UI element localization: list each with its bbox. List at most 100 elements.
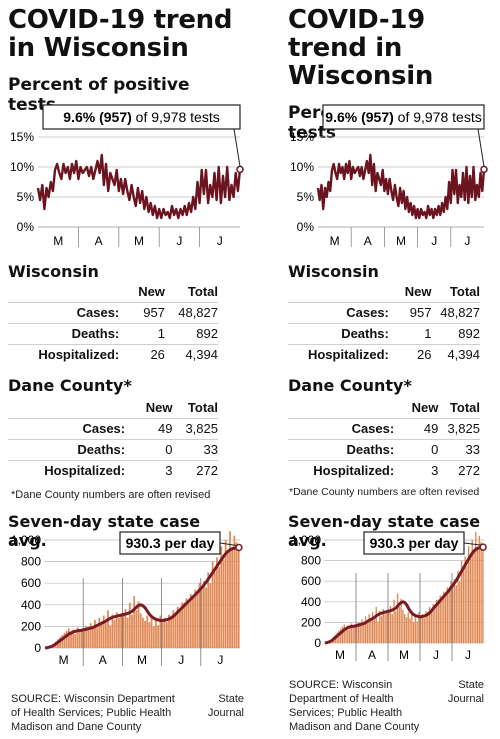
case-bar [395, 611, 397, 643]
case-bar [343, 624, 345, 643]
y-tick-label: 0% [17, 220, 35, 234]
x-tick-label: J [464, 234, 470, 248]
case-bar [163, 617, 166, 648]
case-bar [468, 546, 470, 643]
table-row: Hospitalized: 26 4,394 [38, 347, 218, 363]
table-row: Deaths: 1 892 [8, 323, 218, 345]
case-bar [131, 614, 133, 648]
case-bar [67, 628, 70, 648]
y-tick-label: 600 [301, 574, 321, 588]
case-bar [466, 565, 468, 643]
case-bar [122, 615, 125, 648]
x-tick-label: M [396, 234, 406, 248]
y-tick-label: 10% [290, 160, 314, 174]
case-bar [476, 548, 479, 643]
case-bar [434, 605, 436, 643]
case-bar [473, 552, 475, 643]
case-bar [146, 615, 149, 648]
case-bar [137, 601, 140, 648]
case-bar [115, 612, 118, 648]
wisconsin-heading: Wisconsin [288, 262, 379, 281]
case-bar [124, 609, 127, 648]
table-row: Deaths: 0 33 [288, 439, 480, 461]
case-bar [237, 550, 240, 648]
case-bar [205, 587, 207, 648]
case-bar [144, 621, 146, 648]
case-bar [432, 603, 434, 643]
panel-left: COVID-19 trend in Wisconsin Percent of p… [8, 0, 244, 739]
case-bar [135, 610, 138, 648]
case-bar [120, 613, 122, 648]
case-bar [102, 615, 105, 648]
case-bar [407, 612, 409, 643]
case-bar [464, 556, 466, 643]
case-bar [338, 630, 340, 643]
case-bar [224, 540, 227, 648]
case-bar [430, 610, 433, 643]
case-bar [113, 619, 116, 648]
case-bar [469, 558, 472, 643]
y-tick-label: 400 [21, 598, 41, 612]
y-tick-label: 800 [301, 554, 321, 568]
case-bar [414, 615, 417, 643]
callout-pointer [219, 542, 237, 547]
y-tick-label: 15% [290, 130, 314, 144]
case-bar [87, 629, 90, 648]
case-bar [202, 581, 205, 648]
dane-note: *Dane County numbers are often revised [11, 489, 211, 501]
y-tick-label: 10% [10, 160, 34, 174]
positivity-line [36, 153, 242, 220]
case-bar [133, 596, 136, 648]
x-tick-label: A [99, 653, 107, 667]
case-bar [150, 616, 153, 648]
case-bar [213, 572, 216, 648]
case-bar [420, 617, 422, 643]
case-bar [404, 614, 406, 643]
case-bar [70, 631, 72, 648]
table-row: Cases: 49 3,825 [8, 417, 218, 440]
case-bar [457, 570, 459, 643]
source-text: SOURCE: Wisconsin Department of Health S… [289, 679, 420, 733]
case-bar [340, 628, 342, 643]
x-tick-label: M [330, 234, 340, 248]
case-bar [396, 593, 399, 643]
source-text: SOURCE: Wisconsin Department of Health S… [11, 693, 175, 733]
case-bar [91, 628, 94, 648]
case-bar [347, 625, 349, 643]
wisconsin-table: New Total Cases: 957 48,827 Deaths: 1 892 Hos… [8, 284, 218, 365]
case-bar [375, 606, 377, 643]
case-bar [207, 572, 210, 648]
y-tick-label: 400 [301, 595, 321, 609]
table-row: Cases: 49 3,825 [288, 417, 480, 440]
case-bar [423, 618, 425, 643]
latest-point [480, 165, 488, 174]
y-tick-label: 800 [21, 555, 41, 569]
case-bar [471, 540, 473, 643]
case-bar [452, 585, 454, 643]
case-bar [63, 632, 66, 648]
latest-point [479, 543, 487, 551]
dane-table: New Total Cases: 49 3,825 Deaths: 0 33 Hospit… [8, 400, 218, 481]
col-new: New [404, 284, 432, 300]
page-title: COVID-19 trend in Wisconsin [288, 5, 434, 91]
table-row: Hospitalized: 3 272 [44, 463, 218, 479]
case-bar [165, 622, 168, 648]
case-bar [409, 618, 411, 643]
x-tick-label: A [364, 234, 372, 248]
case-bar [373, 619, 376, 643]
case-bar [348, 629, 351, 643]
case-bar [368, 614, 370, 643]
case-bar [100, 624, 103, 648]
case-bar [441, 597, 443, 643]
y-tick-label: 200 [301, 615, 321, 629]
average-line [44, 546, 240, 650]
case-bar [65, 630, 68, 648]
case-bar [222, 559, 225, 648]
panel-right: COVID-19 trend in Wisconsin Percent of p… [288, 0, 494, 739]
dane-heading: Dane County* [8, 376, 132, 395]
case-bar [366, 623, 369, 643]
y-tick-label: 5% [17, 190, 35, 204]
case-bar [209, 583, 212, 648]
case-bar [446, 587, 449, 643]
y-tick-label: 15% [10, 130, 34, 144]
